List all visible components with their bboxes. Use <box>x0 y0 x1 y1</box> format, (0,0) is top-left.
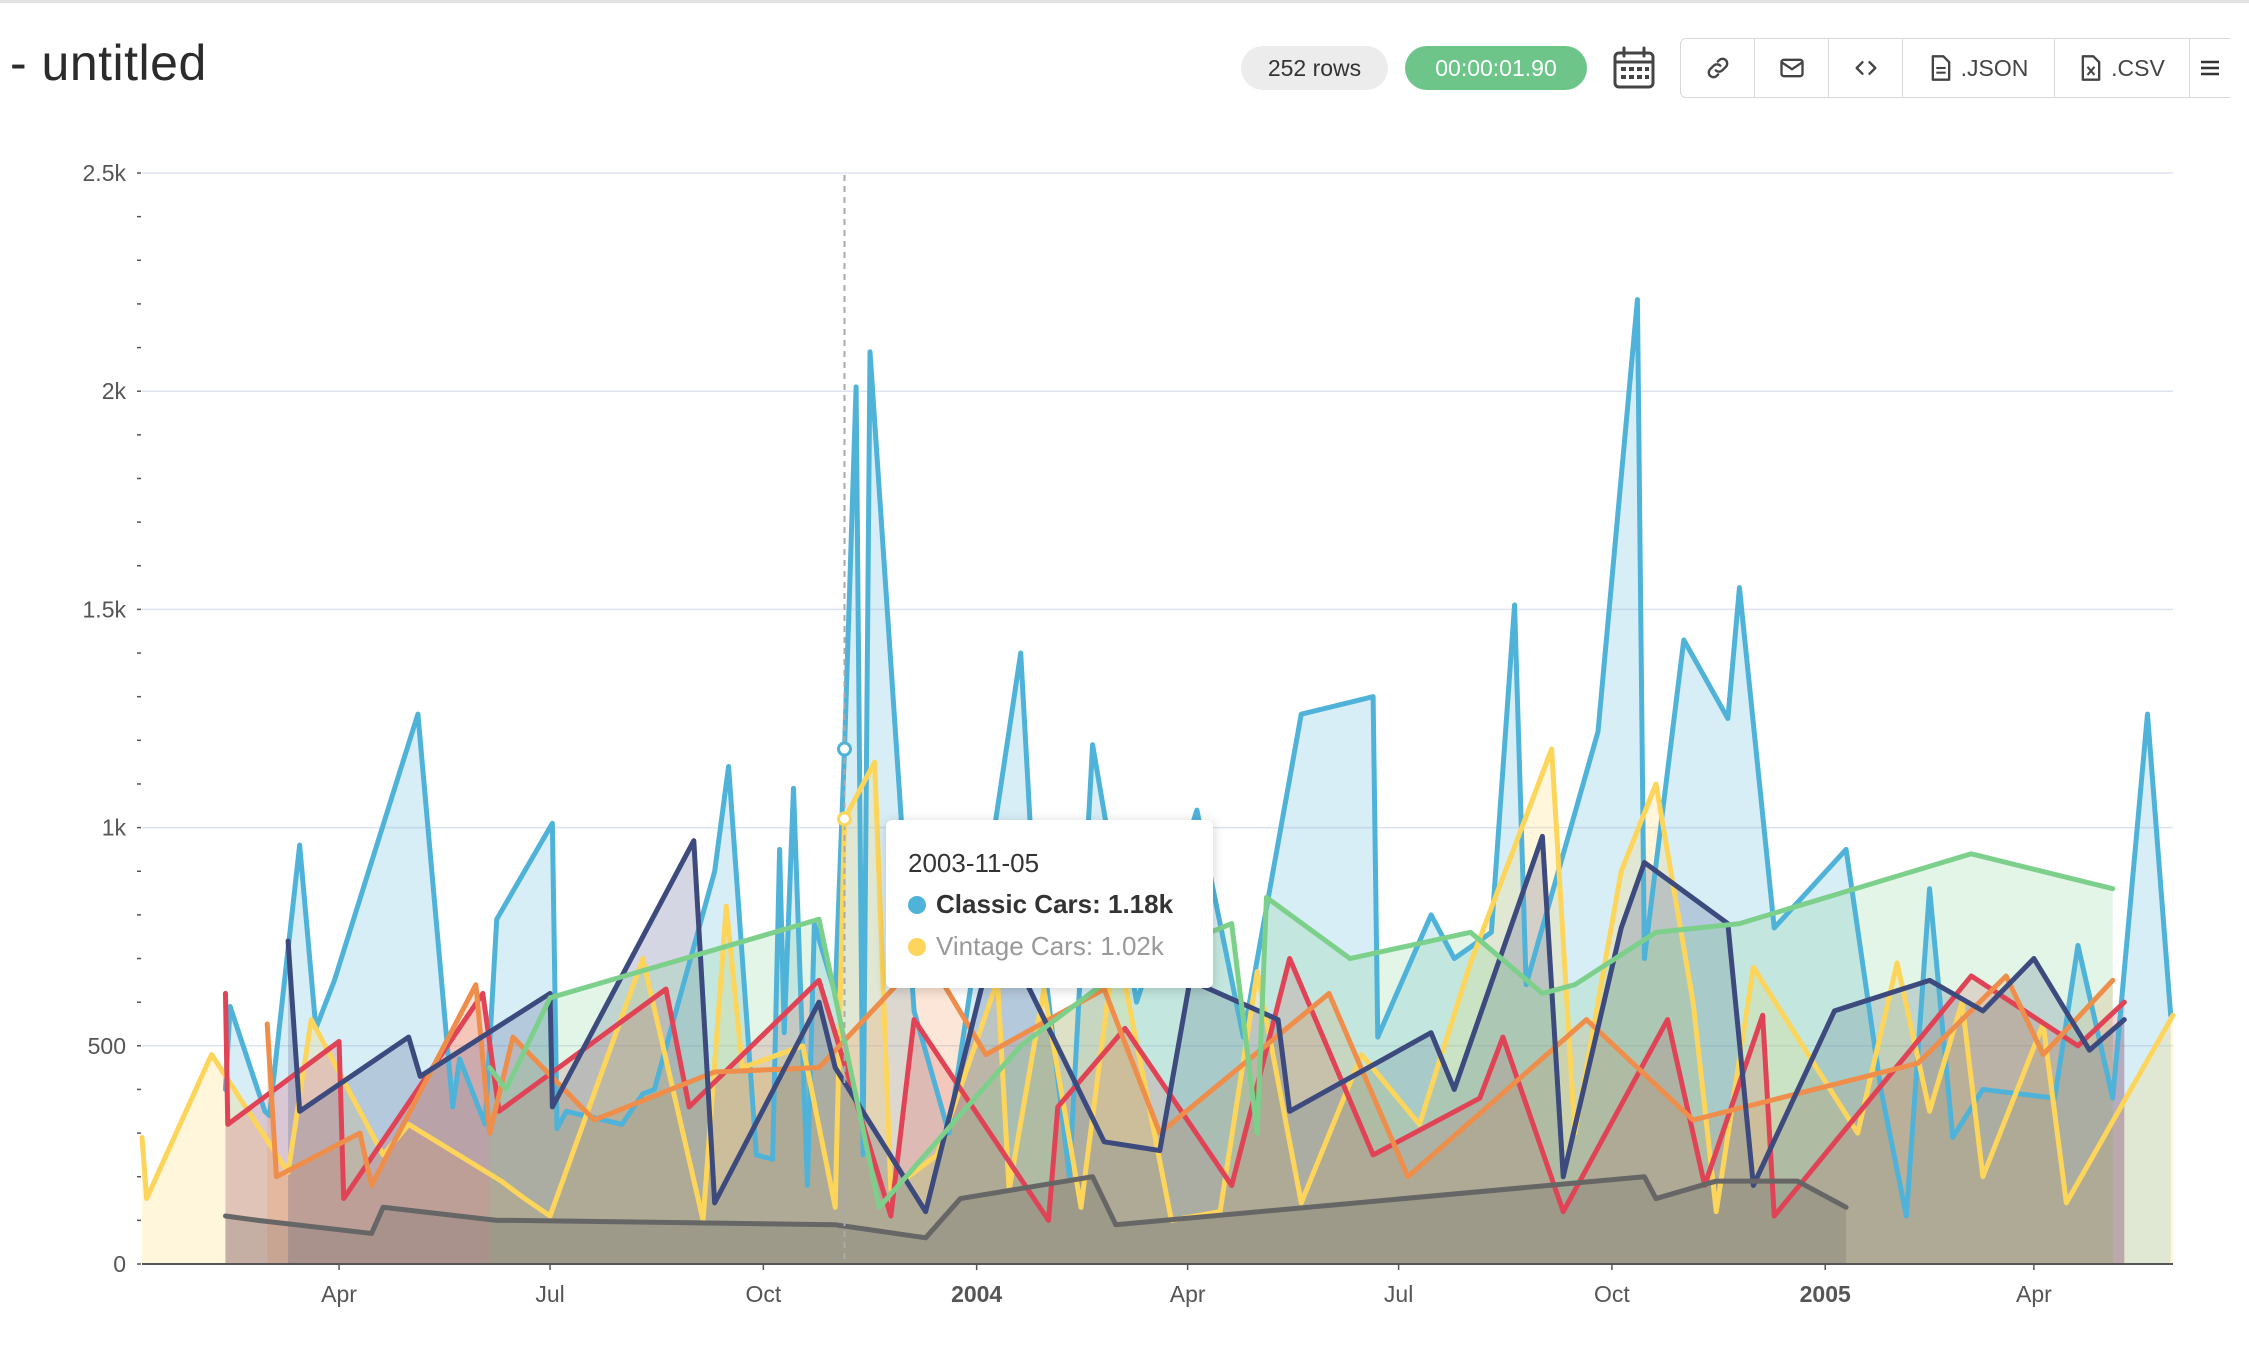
top-divider <box>0 0 2249 3</box>
y-tick-label: 2.5k <box>83 160 127 186</box>
embed-code-button[interactable] <box>1829 39 1903 97</box>
area-classic-cars <box>225 299 2171 1264</box>
chart-area-fills <box>142 299 2173 1264</box>
export-json-button[interactable]: .JSON <box>1903 39 2055 97</box>
link-icon <box>1707 57 1728 79</box>
x-tick-label: Jul <box>535 1281 564 1307</box>
x-tick-label: Apr <box>321 1281 357 1307</box>
line-classic-cars <box>222 297 2174 1219</box>
y-tick-label: 1.5k <box>83 596 127 622</box>
hover-point <box>837 741 853 757</box>
area-trains <box>225 1176 1847 1264</box>
legend-dot-vintage-cars <box>908 937 926 956</box>
y-tick-label: 1k <box>102 815 127 841</box>
line-trucks-and-buses <box>264 951 2116 1188</box>
email-button[interactable] <box>1755 39 1829 97</box>
calendar-icon[interactable] <box>1610 44 1658 92</box>
x-tick-label: Apr <box>2016 1281 2052 1307</box>
tooltip-item-classic-cars: Classic Cars: 1.18k <box>908 889 1173 920</box>
copy-link-button[interactable] <box>1681 39 1755 97</box>
export-csv-label: .CSV <box>2111 54 2165 81</box>
area-ships <box>489 853 2113 1264</box>
x-tick-label: Oct <box>745 1281 781 1307</box>
x-tick-label: 2005 <box>1800 1281 1851 1307</box>
area-planes <box>288 836 2125 1264</box>
y-tick-label: 0 <box>113 1251 126 1277</box>
mail-icon <box>1779 58 1804 78</box>
x-tick-label: Jul <box>1384 1281 1413 1307</box>
chart-gridlines <box>142 172 2173 1047</box>
x-tick-label: 2004 <box>951 1281 1002 1307</box>
line-ships <box>487 851 2116 1210</box>
x-tick-label: Apr <box>1170 1281 1206 1307</box>
chart-series-lines <box>139 297 2176 1241</box>
export-json-label: .JSON <box>1960 54 2029 81</box>
hamburger-icon <box>2201 60 2219 76</box>
y-tick-label: 500 <box>88 1033 126 1059</box>
file-spreadsheet-icon <box>2081 55 2101 81</box>
hover-point <box>837 811 853 827</box>
export-toolbar: .JSON .CSV <box>1680 38 2230 98</box>
row-count-badge: 252 rows <box>1241 46 1388 90</box>
x-tick-label: Oct <box>1594 1281 1630 1307</box>
legend-dot-classic-cars <box>908 895 926 914</box>
code-icon <box>1855 61 1876 76</box>
line-planes <box>285 833 2127 1215</box>
chart-tooltip: 2003-11-05 Classic Cars: 1.18k Vintage C… <box>886 820 1213 988</box>
y-tick-label: 2k <box>102 378 127 404</box>
export-csv-button[interactable]: .CSV <box>2055 39 2190 97</box>
chart-hover-overlay <box>837 175 853 1264</box>
time-series-chart[interactable]: 0 500 1k 1.5k 2k 2.5k Apr Jul Oct 2004 Apr Jul Oct 20… <box>0 120 2249 1350</box>
tooltip-item-label: Vintage Cars: 1.02k <box>936 931 1164 961</box>
tooltip-item-vintage-cars: Vintage Cars: 1.02k <box>908 931 1164 962</box>
more-menu-button[interactable] <box>2190 39 2230 97</box>
file-text-icon <box>1931 55 1950 81</box>
page-title[interactable]: - untitled <box>10 35 207 91</box>
chart-axes: 0 500 1k 1.5k 2k 2.5k Apr Jul Oct 2004 Apr Jul Oct 20… <box>83 160 2173 1307</box>
tooltip-date: 2003-11-05 <box>908 848 1040 878</box>
line-trains <box>222 1174 1849 1241</box>
query-time-badge: 00:00:01.90 <box>1405 46 1587 90</box>
tooltip-item-label: Classic Cars: 1.18k <box>936 889 1174 919</box>
